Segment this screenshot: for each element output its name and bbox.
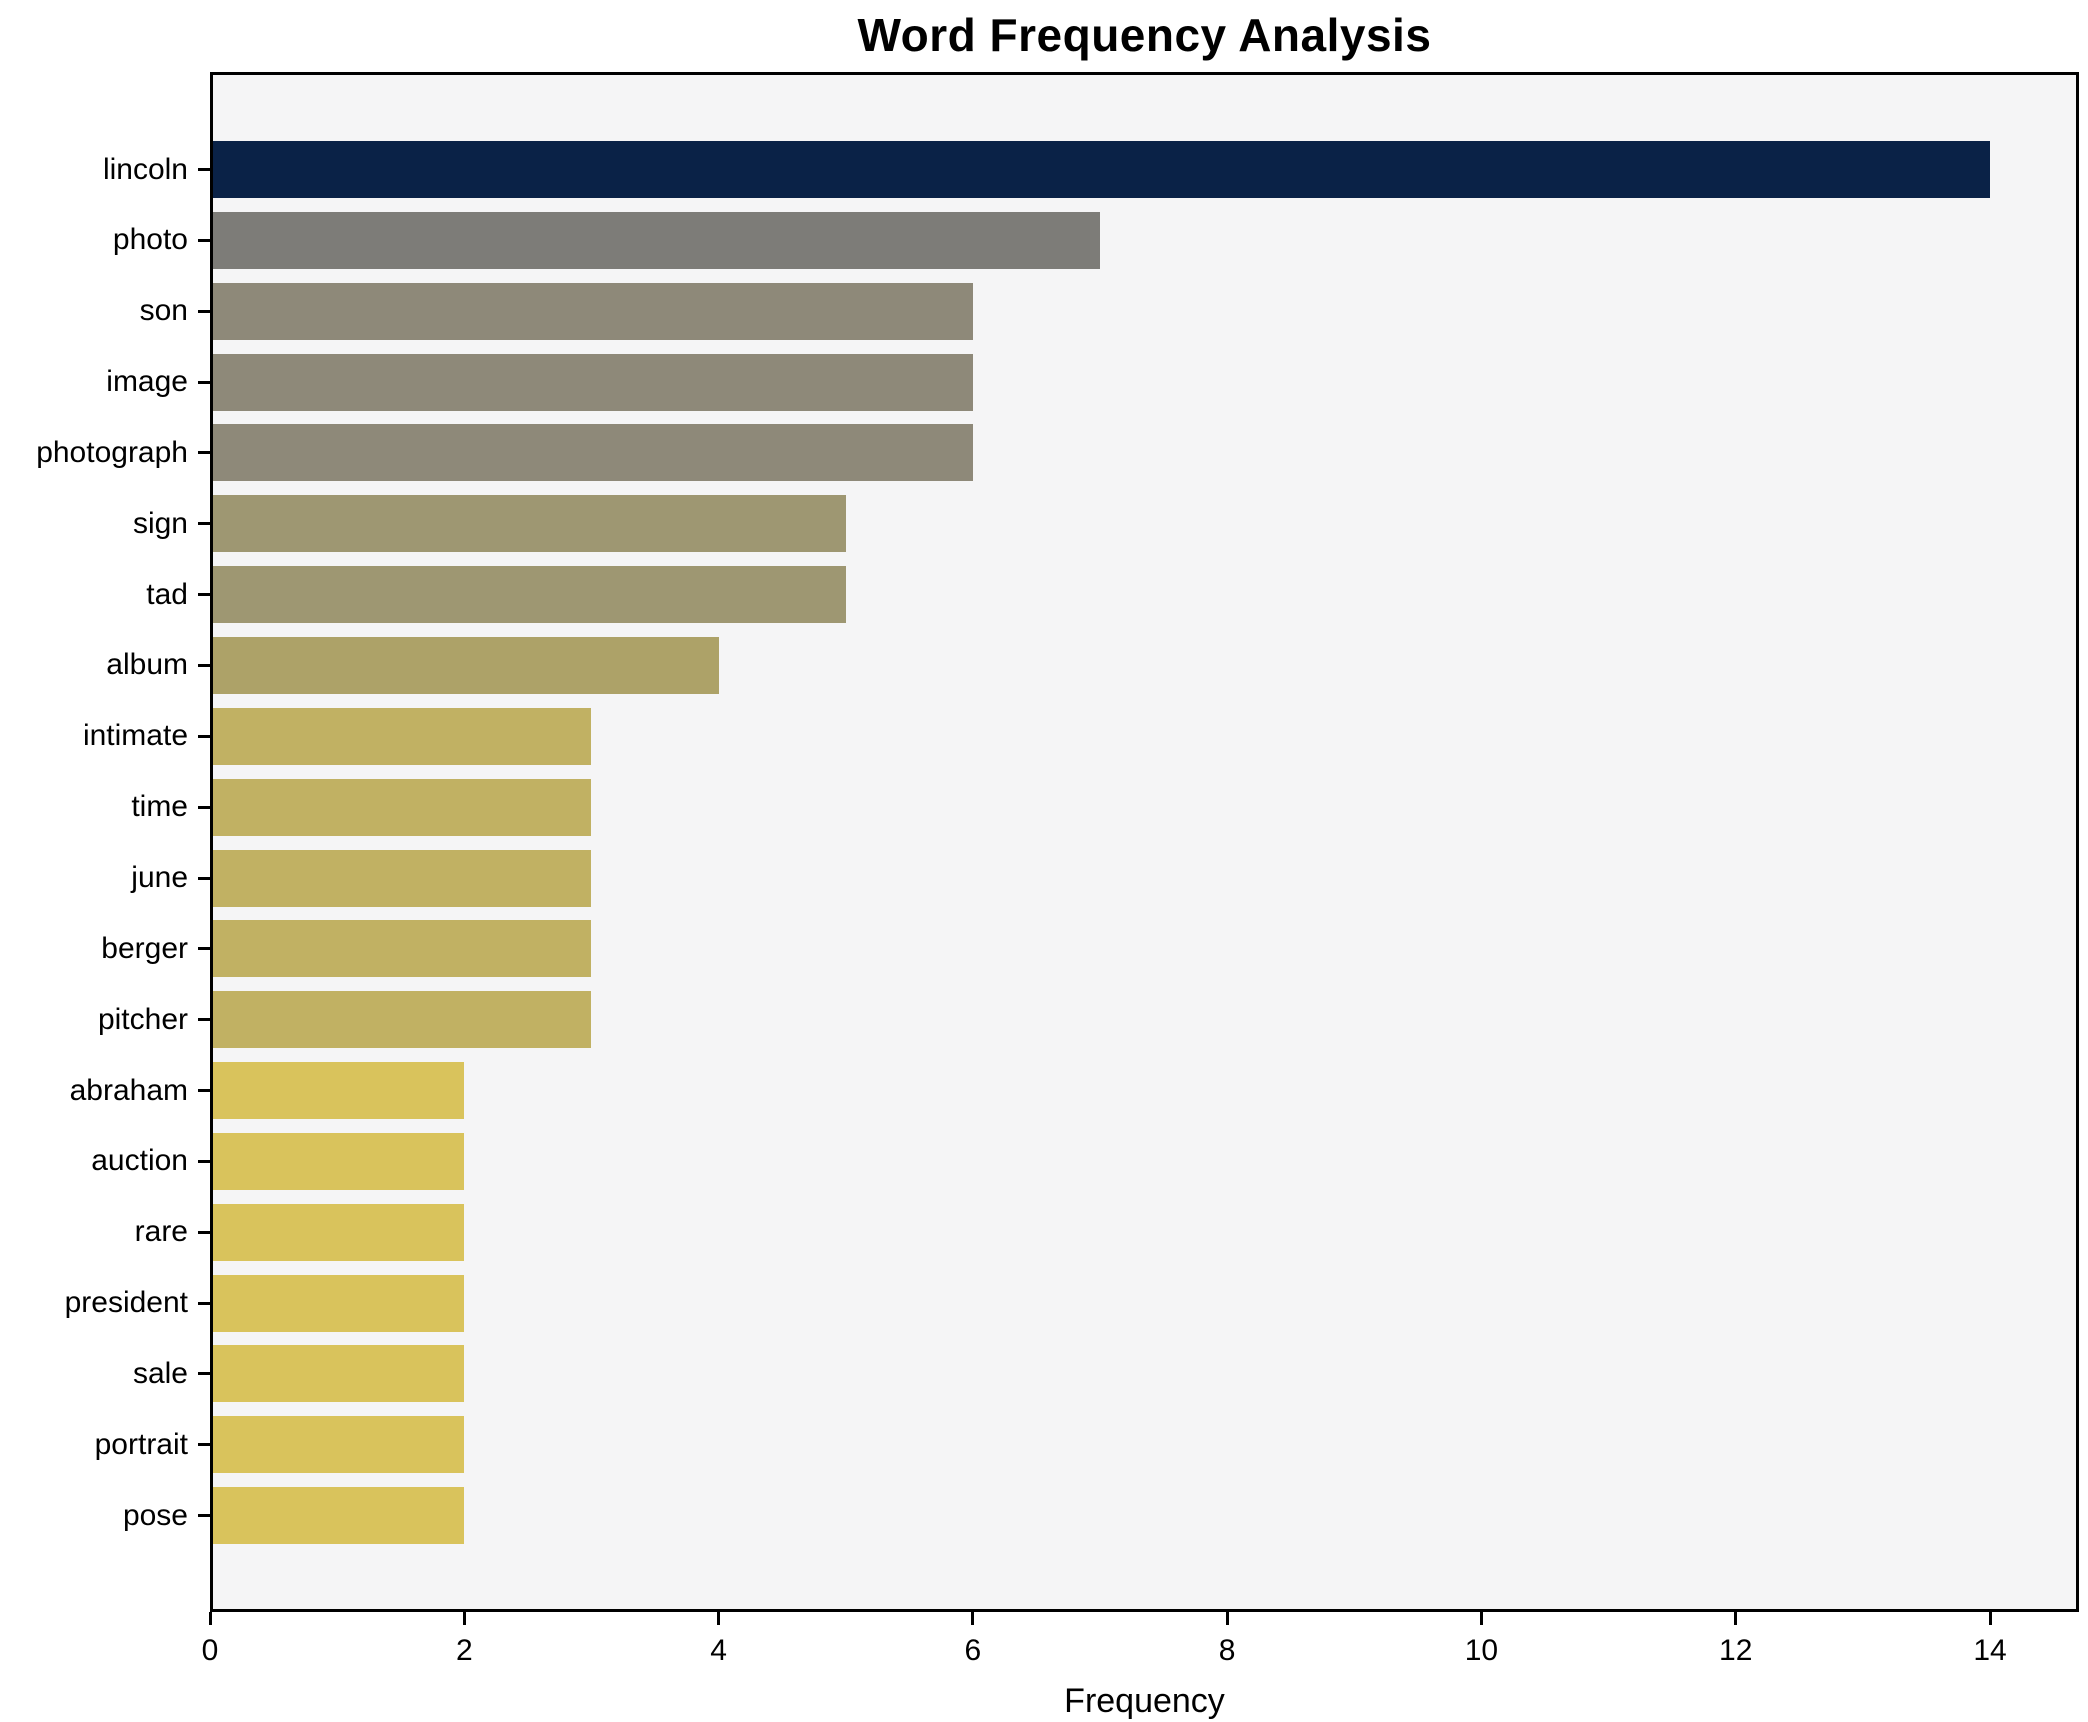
- bar-sign: [210, 495, 846, 553]
- x-tick-label-6: 6: [964, 1634, 982, 1667]
- y-axis-label-president: president: [64, 1286, 188, 1320]
- y-axis-label-june: june: [131, 861, 188, 894]
- bar-image: [210, 353, 973, 411]
- y-axis-label-sign: sign: [132, 506, 188, 540]
- y-tick-mark: [198, 805, 210, 809]
- y-axis-label-son: son: [139, 294, 188, 328]
- y-tick-mark: [198, 1018, 210, 1022]
- bar-pose: [210, 1487, 465, 1545]
- bar-sale: [210, 1345, 465, 1403]
- x-tick-mark: [208, 1612, 212, 1625]
- x-tick-label-2: 2: [455, 1634, 473, 1667]
- x-tick-label-10: 10: [1464, 1634, 1499, 1667]
- y-tick-mark: [198, 1443, 210, 1447]
- x-tick-label-8: 8: [1218, 1634, 1236, 1667]
- x-tick-mark: [462, 1612, 466, 1625]
- y-axis-label-photo: photo: [112, 223, 188, 257]
- y-tick-mark: [198, 593, 210, 597]
- y-tick-mark: [198, 238, 210, 242]
- bar-album: [210, 636, 719, 694]
- y-axis-label-berger: berger: [101, 931, 188, 965]
- y-axis-label-auction: auction: [91, 1144, 188, 1178]
- x-tick-label-4: 4: [710, 1634, 727, 1667]
- bar-june: [210, 849, 592, 907]
- bar-photograph: [210, 424, 973, 482]
- y-tick-mark: [198, 1372, 210, 1376]
- y-axis-label-portrait: portrait: [94, 1427, 188, 1461]
- bar-son: [210, 282, 973, 340]
- y-tick-mark: [198, 380, 210, 384]
- y-axis-label-abraham: abraham: [69, 1073, 188, 1107]
- x-tick-label-12: 12: [1719, 1634, 1753, 1667]
- y-axis-label-photograph: photograph: [36, 435, 188, 469]
- y-tick-mark: [198, 947, 210, 951]
- y-axis-label-pose: pose: [122, 1498, 188, 1532]
- bar-time: [210, 778, 592, 836]
- y-tick-mark: [198, 522, 210, 526]
- y-tick-mark: [198, 1159, 210, 1163]
- bar-rare: [210, 1203, 465, 1261]
- bar-president: [210, 1274, 465, 1332]
- bar-auction: [210, 1132, 465, 1190]
- y-axis-label-pitcher: pitcher: [97, 1002, 188, 1036]
- y-axis-label-rare: rare: [134, 1215, 188, 1249]
- bar-berger: [210, 920, 592, 978]
- chart-title: Word Frequency Analysis: [857, 9, 1432, 61]
- y-tick-mark: [198, 876, 210, 880]
- y-axis-label-sale: sale: [132, 1356, 188, 1390]
- x-tick-label-14: 14: [1973, 1634, 2007, 1667]
- bar-intimate: [210, 707, 592, 765]
- y-tick-mark: [198, 168, 210, 171]
- y-tick-mark: [198, 1089, 210, 1093]
- x-tick-mark: [1479, 1612, 1483, 1625]
- y-tick-mark: [198, 309, 210, 313]
- y-axis-label-time: time: [131, 790, 188, 824]
- x-tick-mark: [1225, 1612, 1229, 1625]
- y-axis-label-lincoln: lincoln: [102, 152, 188, 186]
- y-tick-mark: [198, 451, 210, 455]
- y-axis-label-image: image: [106, 365, 188, 399]
- y-tick-mark: [198, 734, 210, 738]
- y-axis-label-intimate: intimate: [82, 719, 188, 753]
- y-tick-mark: [198, 663, 210, 667]
- x-tick-mark: [717, 1612, 721, 1625]
- y-axis-label-tad: tad: [146, 577, 188, 611]
- bar-abraham: [210, 1062, 465, 1120]
- x-tick-mark: [971, 1612, 975, 1625]
- y-tick-mark: [198, 1301, 210, 1305]
- bar-lincoln: [210, 141, 1990, 198]
- bar-tad: [210, 566, 846, 624]
- x-tick-mark: [1988, 1612, 1992, 1625]
- x-tick-label-0: 0: [201, 1634, 219, 1667]
- x-axis-title: Frequency: [1064, 1682, 1225, 1720]
- y-tick-mark: [198, 1230, 210, 1234]
- y-axis-label-album: album: [106, 648, 188, 682]
- bar-pitcher: [210, 991, 592, 1049]
- bar-photo: [210, 211, 1100, 269]
- bar-portrait: [210, 1416, 465, 1474]
- x-tick-mark: [1734, 1612, 1738, 1625]
- y-tick-mark: [198, 1514, 210, 1518]
